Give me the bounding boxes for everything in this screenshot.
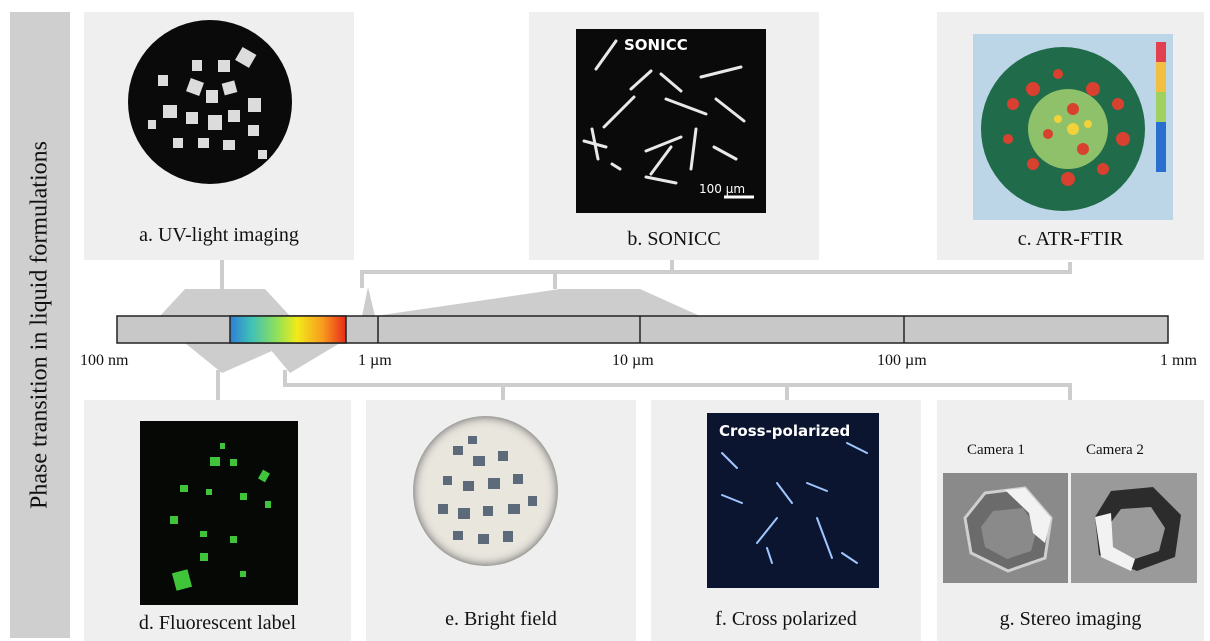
line-c <box>672 262 1072 274</box>
bottom-lines <box>216 370 1072 400</box>
tick-label-10um: 10 µm <box>612 352 654 369</box>
sonicc-crystals <box>582 39 754 199</box>
caption-g: g. Stereo imaging <box>999 608 1142 630</box>
panel-sonicc: SONICC 100 µm b. SONICC <box>529 12 819 260</box>
fluorescent-crystals <box>170 443 271 591</box>
caption-f: f. Cross polarized <box>715 608 857 630</box>
fluorescent-image <box>140 421 298 605</box>
top-lines <box>220 258 1072 289</box>
sonicc-image <box>576 29 766 213</box>
bright-field-crystals <box>438 436 537 544</box>
caption-b: b. SONICC <box>627 228 721 250</box>
atr-ftir-map <box>981 42 1166 211</box>
fan-e <box>265 343 340 373</box>
panel-cross-polarized: Cross-polarized f. Cross polarized <box>651 400 921 641</box>
visible-spectrum <box>229 315 347 344</box>
cross-polarized-crystals <box>721 442 868 564</box>
caption-a: a. UV-light imaging <box>139 224 299 246</box>
cross-polarized-image <box>707 413 879 588</box>
panel-fluorescent: d. Fluorescent label <box>84 400 351 641</box>
panel-bright-field: e. Bright field <box>366 400 636 641</box>
camera-2-image <box>1071 473 1197 583</box>
sonicc-scalebar-label: 100 µm <box>699 182 746 196</box>
uv-light-image <box>128 20 292 184</box>
tick-label-100um: 100 µm <box>877 352 927 369</box>
panel-stereo-imaging: Camera 1 Camera 2 g. Stereo imaging <box>937 400 1204 641</box>
camera-2-label: Camera 2 <box>1086 442 1144 458</box>
sonicc-overlay-label: SONICC <box>624 36 688 54</box>
camera-1-label: Camera 1 <box>967 442 1025 458</box>
camera-1-crystal <box>963 486 1053 573</box>
tick-label-1um: 1 µm <box>358 352 392 369</box>
uv-crystals <box>148 46 267 159</box>
top-connectors <box>160 287 700 316</box>
line-b <box>360 258 674 288</box>
panel-uv-light: a. UV-light imaging <box>84 12 354 260</box>
fan-a <box>160 289 290 316</box>
tick-label-1mm: 1 mm <box>1160 352 1197 369</box>
caption-d: d. Fluorescent label <box>138 612 297 634</box>
fan-d <box>185 343 290 373</box>
cross-polarized-overlay-label: Cross-polarized <box>719 422 851 440</box>
tick-label-100nm: 100 nm <box>80 352 129 369</box>
bright-field-image <box>413 416 558 566</box>
atr-ftir-image <box>973 34 1173 220</box>
side-band <box>10 12 70 638</box>
fan-c <box>375 289 700 316</box>
line-efg <box>283 370 1072 400</box>
camera-2-crystal <box>1095 487 1181 571</box>
camera-1-image <box>943 473 1068 583</box>
caption-c: c. ATR-FTIR <box>1017 228 1124 250</box>
bottom-connectors <box>185 343 340 373</box>
fan-b <box>362 287 375 316</box>
caption-e: e. Bright field <box>445 608 557 630</box>
panel-atr-ftir: c. ATR-FTIR <box>937 12 1204 260</box>
